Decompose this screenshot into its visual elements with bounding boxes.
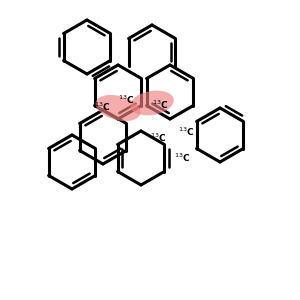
Ellipse shape (130, 91, 174, 116)
Text: $^{13}$C: $^{13}$C (150, 132, 166, 144)
Ellipse shape (96, 95, 140, 121)
Text: $^{13}$C: $^{13}$C (118, 94, 134, 106)
Text: $^{13}$C: $^{13}$C (174, 152, 190, 164)
Text: $^{13}$C: $^{13}$C (178, 126, 194, 138)
Text: $^{13}$C: $^{13}$C (152, 99, 168, 111)
Text: $^{13}$C: $^{13}$C (94, 101, 110, 113)
